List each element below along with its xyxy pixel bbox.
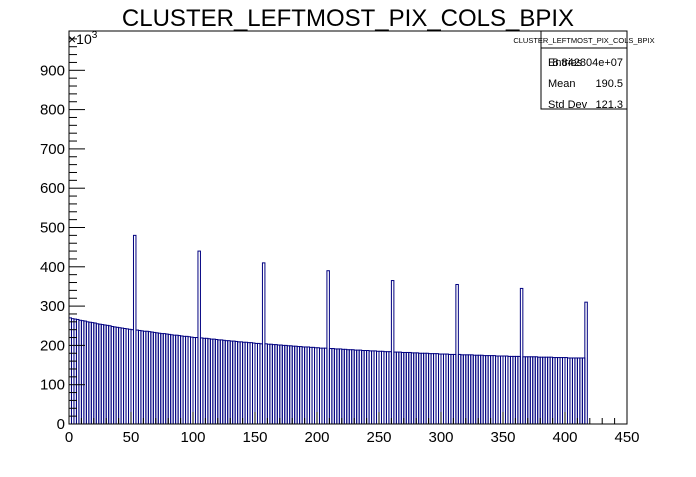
stats-label: Entries: [548, 57, 583, 69]
stats-title: CLUSTER_LEFTMOST_PIX_COLS_BPIX: [513, 36, 654, 45]
stats-value: 8.842804e+07: [552, 57, 623, 69]
x-tick-label: 350: [490, 429, 515, 446]
x-tick-label: 400: [552, 429, 577, 446]
x-tick-label: 250: [366, 429, 391, 446]
stats-value: 190.5: [595, 78, 623, 90]
y-tick-label: 500: [40, 220, 65, 237]
stats-label: Std Dev: [548, 99, 588, 111]
y-tick-label: 800: [40, 102, 65, 119]
x-tick-label: 150: [242, 429, 267, 446]
y-tick-label: 400: [40, 259, 65, 276]
y-tick-label: 300: [40, 298, 65, 315]
y-multiplier-exponent: 3: [92, 30, 98, 41]
bar: [584, 301, 588, 425]
stats-value: 121.3: [595, 99, 623, 111]
chart-title: CLUSTER_LEFTMOST_PIX_COLS_BPIX: [122, 5, 574, 32]
x-tick-label: 200: [304, 429, 329, 446]
x-tick-label: 450: [614, 429, 639, 446]
x-tick-label: 50: [123, 429, 140, 446]
x-tick-label: 0: [65, 429, 73, 446]
x-tick-label: 100: [180, 429, 205, 446]
y-tick-label: 700: [40, 141, 65, 158]
x-tick-label: 300: [428, 429, 453, 446]
y-tick-label: 100: [40, 377, 65, 394]
stats-label: Mean: [548, 78, 576, 90]
y-tick-label: 0: [57, 416, 65, 433]
y-tick-label: 200: [40, 337, 65, 354]
y-tick-label: 600: [40, 180, 65, 197]
stats-box: [540, 30, 628, 110]
y-multiplier-base: ×10: [68, 31, 92, 47]
y-multiplier: ×103: [68, 30, 98, 47]
y-tick-label: 900: [40, 62, 65, 79]
